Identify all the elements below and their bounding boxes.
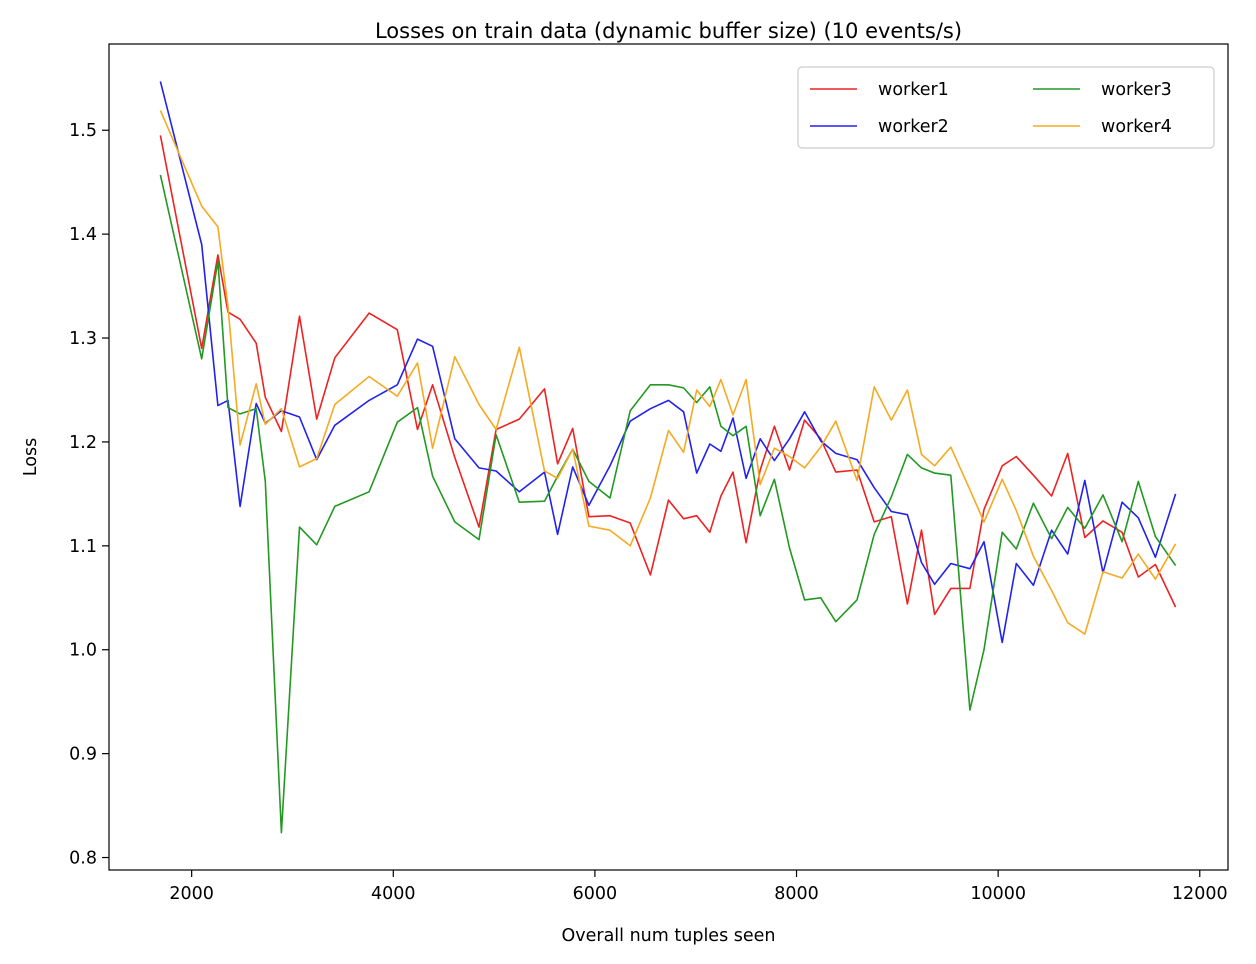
y-tick-label: 0.9 <box>69 745 97 765</box>
x-tick-label: 12000 <box>1172 884 1228 904</box>
x-tick-label: 10000 <box>970 884 1026 904</box>
series-lines <box>159 81 1177 834</box>
y-axis-label: Loss <box>21 438 41 476</box>
y-tick-label: 0.8 <box>69 849 97 869</box>
plot-frame <box>108 43 1229 871</box>
legend-label-worker4: worker4 <box>1101 117 1172 137</box>
y-tick-label: 1.5 <box>69 121 97 141</box>
series-line-worker4 <box>159 110 1177 635</box>
x-tick-label: 4000 <box>371 884 416 904</box>
y-tick-label: 1.1 <box>69 537 97 557</box>
y-tick-label: 1.4 <box>69 225 97 245</box>
chart-title: Losses on train data (dynamic buffer siz… <box>375 19 962 43</box>
x-tick-label: 2000 <box>169 884 214 904</box>
legend-label-worker1: worker1 <box>878 80 949 100</box>
legend-label-worker2: worker2 <box>878 117 949 137</box>
y-axis: 0.8 0.9 1.0 1.1 1.2 1.3 1.4 1.5 <box>69 121 109 869</box>
legend-box <box>797 66 1215 149</box>
x-axis: 2000 4000 6000 8000 10000 12000 <box>169 870 1228 904</box>
legend-label-worker3: worker3 <box>1101 80 1172 100</box>
y-tick-label: 1.2 <box>69 433 97 453</box>
series-line-worker2 <box>159 81 1177 644</box>
x-tick-label: 6000 <box>573 884 618 904</box>
series-line-worker3 <box>159 174 1177 834</box>
y-tick-label: 1.0 <box>69 641 97 661</box>
y-tick-label: 1.3 <box>69 329 97 349</box>
legend: worker1 worker2 worker3 worker4 <box>797 66 1215 149</box>
x-axis-label: Overall num tuples seen <box>561 926 775 946</box>
series-line-worker1 <box>159 135 1177 616</box>
x-tick-label: 8000 <box>774 884 819 904</box>
